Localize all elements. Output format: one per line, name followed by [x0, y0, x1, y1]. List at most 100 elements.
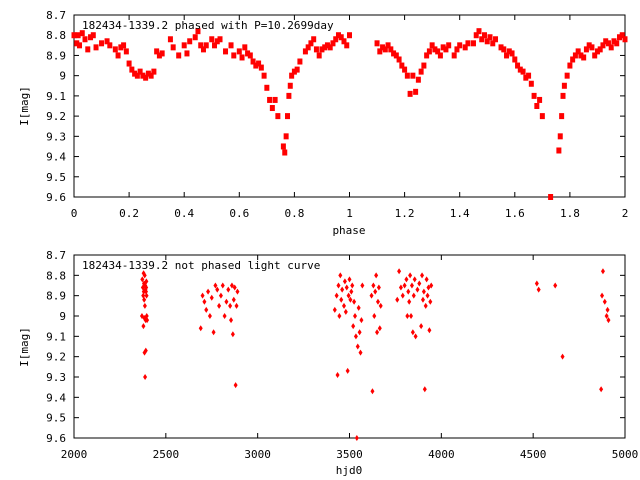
data-point: [581, 54, 587, 61]
y-axis-label: I[mag]: [18, 327, 31, 367]
data-point: [410, 329, 415, 336]
data-point: [557, 133, 563, 140]
data-point: [159, 50, 165, 57]
data-point: [346, 292, 351, 299]
data-point: [212, 42, 218, 49]
data-point: [145, 317, 150, 324]
y-tick-label: 9.6: [46, 191, 66, 204]
data-point: [360, 282, 365, 289]
data-point: [140, 276, 145, 283]
data-point: [377, 48, 383, 55]
data-point: [144, 313, 149, 319]
data-point: [209, 36, 215, 43]
data-point: [376, 284, 381, 291]
data-point: [230, 331, 235, 338]
x-tick-label: 2: [622, 207, 629, 220]
data-point: [77, 42, 83, 49]
data-point: [600, 42, 606, 49]
data-point: [220, 282, 225, 289]
data-point: [198, 42, 204, 49]
data-point: [200, 292, 205, 299]
x-tick-label: 0.4: [174, 207, 194, 220]
data-point: [144, 292, 149, 299]
data-point: [599, 386, 604, 393]
data-point: [355, 343, 360, 350]
data-point: [358, 349, 363, 356]
y-tick-label: 9.3: [46, 130, 66, 143]
data-point: [481, 32, 487, 39]
data-point: [308, 40, 314, 47]
data-point: [498, 44, 504, 51]
data-point: [341, 302, 346, 309]
data-point: [332, 306, 337, 313]
data-point: [275, 113, 281, 120]
data-point: [339, 296, 344, 303]
data-point: [349, 288, 354, 295]
data-point: [142, 272, 147, 279]
data-point: [407, 90, 413, 97]
data-point: [536, 286, 541, 293]
data-point: [572, 52, 578, 59]
data-point: [223, 48, 229, 55]
data-point: [528, 80, 534, 87]
data-point: [176, 52, 182, 59]
data-point: [520, 68, 526, 75]
y-tick-label: 8.7: [46, 249, 66, 262]
data-point: [353, 313, 358, 319]
y-tick-label: 9.2: [46, 351, 66, 364]
data-point: [512, 56, 518, 63]
data-point: [470, 40, 476, 47]
x-tick-label: 1.6: [505, 207, 525, 220]
data-point: [142, 302, 147, 309]
x-tick-label: 1: [346, 207, 353, 220]
data-point: [195, 28, 201, 35]
data-point: [280, 143, 286, 150]
data-point: [619, 32, 625, 39]
data-point: [583, 46, 589, 53]
chart-title: 182434-1339.2 not phased light curve: [82, 259, 320, 272]
data-point: [330, 40, 336, 47]
axis-ticks: 2000 2500 3000 3500 4000 4500 5000 8.7 8.8 8.9 9 9.…: [46, 249, 638, 461]
data-point: [285, 113, 291, 120]
data-point: [305, 44, 311, 51]
y-tick-label: 9.1: [46, 330, 66, 343]
data-point: [144, 278, 149, 285]
data-point: [202, 298, 207, 305]
data-point: [141, 323, 146, 330]
data-point: [214, 38, 220, 45]
data-point: [603, 38, 609, 45]
data-point: [429, 282, 434, 289]
data-point: [412, 276, 417, 283]
data-point: [429, 42, 435, 49]
data-point: [396, 56, 402, 63]
data-point: [233, 382, 238, 389]
data-point: [526, 72, 532, 79]
data-point: [373, 288, 378, 295]
data-point: [90, 32, 96, 39]
x-tick-label: 1.4: [450, 207, 470, 220]
data-point: [600, 292, 605, 299]
data-point: [289, 72, 295, 79]
data-point: [338, 34, 344, 41]
data-point: [267, 96, 273, 103]
data-point: [375, 329, 380, 336]
data-point: [426, 48, 432, 55]
y-tick-label: 9.6: [46, 432, 66, 445]
data-point: [506, 48, 512, 55]
data-point: [297, 58, 303, 65]
data-point: [287, 82, 293, 89]
data-point: [322, 44, 328, 51]
data-point: [217, 36, 223, 43]
data-point: [602, 298, 607, 305]
data-point: [156, 52, 162, 59]
data-point: [385, 42, 391, 49]
data-point: [369, 292, 374, 299]
axis-ticks: 0 0.2 0.4 0.6 0.8 1 1.2 1.4 1.6 1.8 2 8.7 8.8 8.9 9 9.1…: [46, 9, 628, 220]
data-point: [504, 52, 510, 59]
data-point: [234, 302, 239, 309]
data-point: [443, 46, 449, 53]
data-point: [398, 284, 403, 291]
y-tick-label: 8.9: [46, 290, 66, 303]
data-point: [559, 113, 565, 120]
x-axis-label: phase: [332, 224, 365, 237]
